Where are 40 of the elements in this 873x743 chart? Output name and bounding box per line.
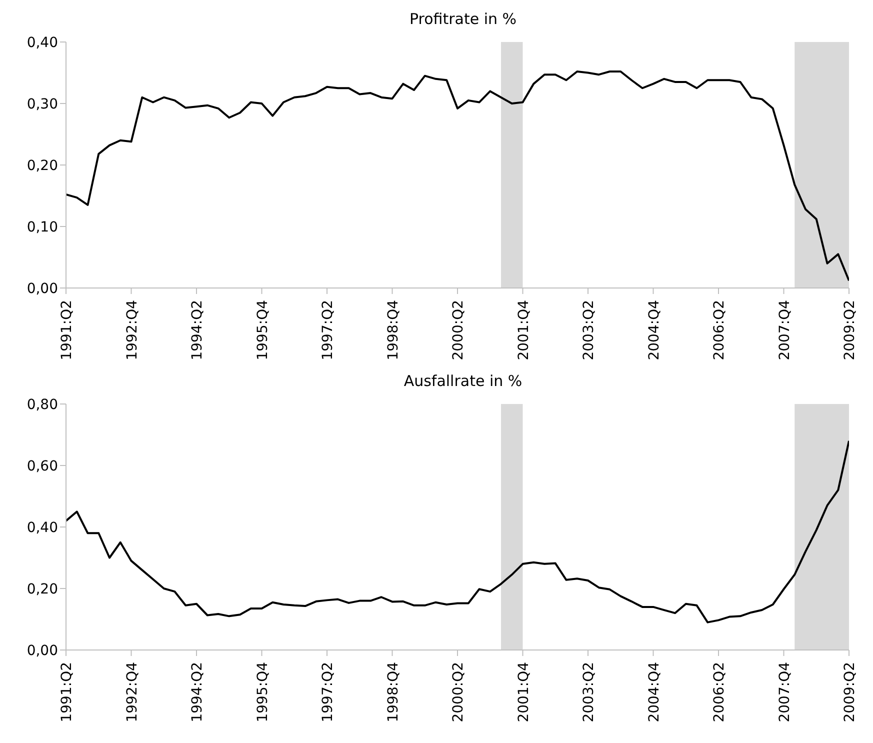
chart-title: Ausfallrate in % [402, 371, 524, 392]
y-tick-label: 0,20 [26, 158, 58, 174]
x-tick-label: 2009:Q2 [842, 300, 858, 360]
y-tick-label: 0,60 [26, 458, 58, 474]
x-tick-label: 1991:Q2 [59, 662, 75, 722]
x-tick-label: 2006:Q2 [712, 300, 728, 360]
x-tick-label: 1995:Q4 [254, 300, 271, 360]
x-tick-label: 2007:Q4 [776, 662, 793, 722]
line-series [66, 440, 849, 624]
line-series [66, 70, 849, 282]
x-tick-label: 2003:Q2 [581, 300, 597, 360]
x-tick-label: 1995:Q4 [254, 662, 271, 722]
x-tick-label: 2000:Q2 [450, 662, 466, 722]
y-tick-label: 0,80 [26, 396, 58, 413]
y-tick-label: 0,00 [26, 280, 58, 297]
x-tick-label: 2004:Q4 [646, 300, 662, 360]
chart-title: Profitrate in % [408, 9, 518, 30]
y-tick-label: 0,20 [26, 581, 58, 598]
x-tick-label: 2001:Q4 [516, 662, 532, 722]
x-tick-label: 1994:Q2 [190, 300, 206, 360]
x-tick-label: 1992:Q4 [124, 662, 140, 722]
x-tick-label: 2001:Q4 [516, 300, 532, 360]
y-tick-label: 0,40 [26, 520, 58, 536]
x-tick-label: 2009:Q2 [842, 662, 858, 722]
x-tick-label: 2004:Q4 [646, 662, 662, 722]
x-tick-label: 1997:Q2 [320, 662, 336, 722]
x-tick-label: 1991:Q2 [59, 300, 75, 360]
y-tick-label: 0,30 [26, 96, 58, 112]
x-tick-label: 1998:Q4 [385, 300, 402, 360]
y-tick-label: 0,40 [26, 34, 58, 51]
x-tick-label: 2000:Q2 [450, 300, 466, 360]
x-tick-label: 2007:Q4 [776, 300, 793, 360]
y-tick-label: 0,00 [26, 642, 58, 659]
x-tick-label: 2006:Q2 [712, 662, 728, 722]
x-tick-label: 2003:Q2 [581, 662, 597, 722]
y-tick-label: 0,10 [26, 219, 58, 236]
x-tick-label: 1992:Q4 [124, 300, 140, 360]
x-tick-label: 1994:Q2 [190, 662, 206, 722]
x-tick-label: 1997:Q2 [320, 300, 336, 360]
x-tick-label: 1998:Q4 [385, 662, 402, 722]
